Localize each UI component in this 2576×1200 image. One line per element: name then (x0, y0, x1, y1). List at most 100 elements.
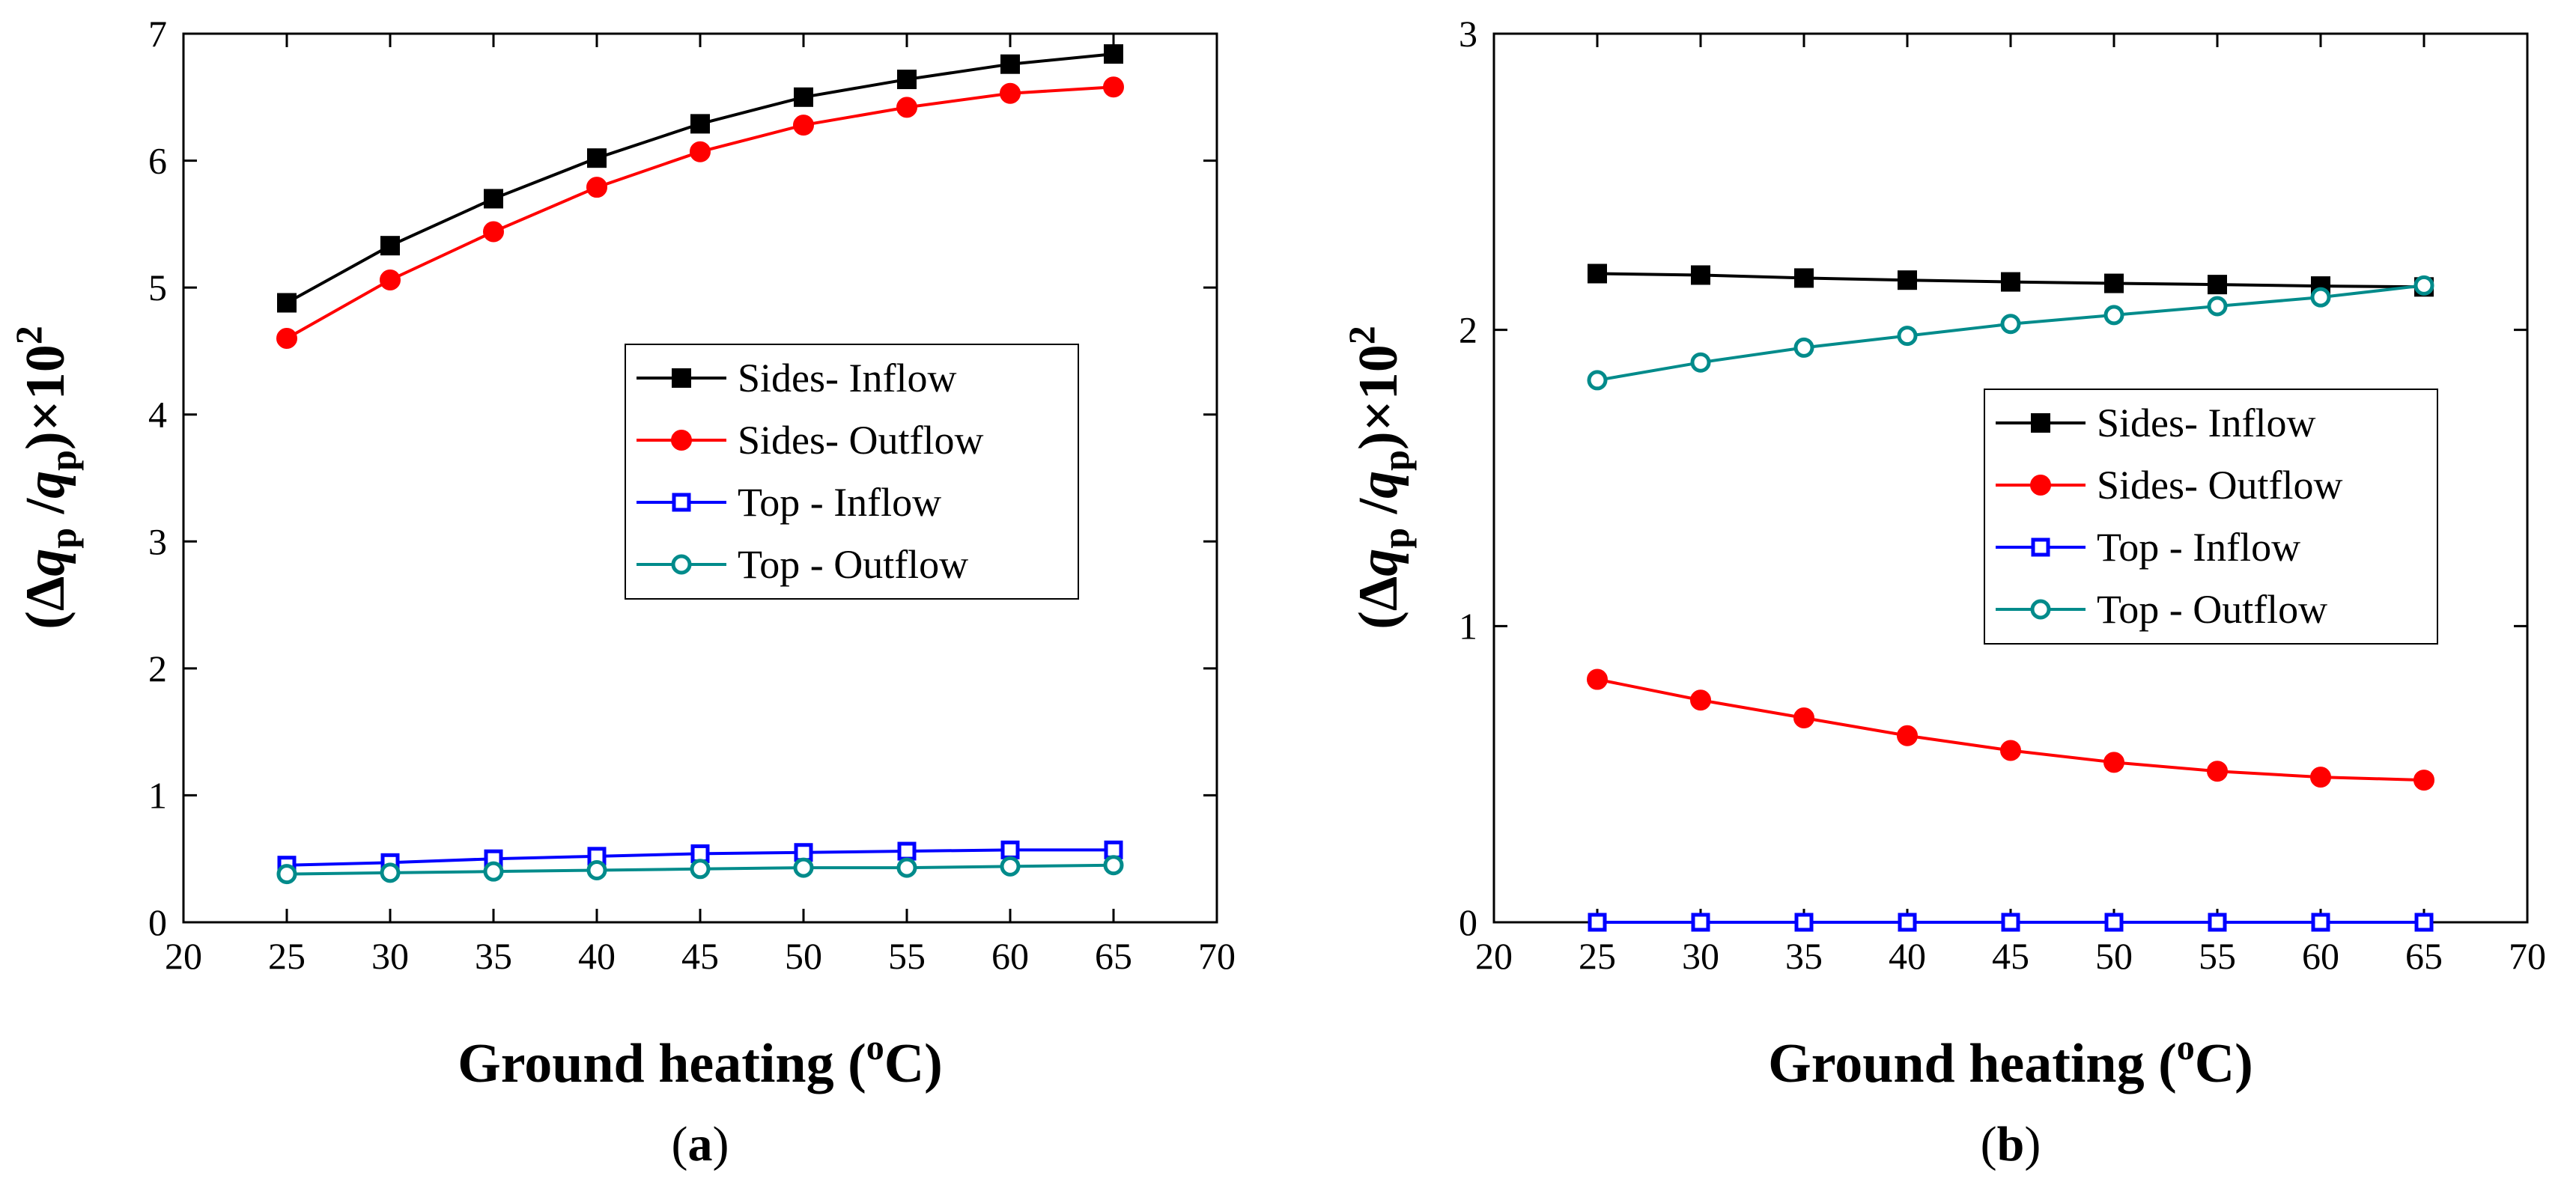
data-point (276, 864, 297, 885)
y-tick-label: 0 (148, 901, 167, 943)
x-tick-label: 20 (1475, 935, 1513, 977)
y-tick-label: 1 (148, 774, 167, 816)
legend-label: Sides- Outflow (738, 418, 983, 463)
data-point (793, 115, 814, 136)
legend-item: Top - Inflow (637, 480, 941, 525)
data-point (380, 236, 400, 256)
legend-marker (2030, 475, 2051, 496)
y-tick-label: 2 (148, 648, 167, 689)
legend-item: Sides- Outflow (637, 418, 983, 463)
data-point (896, 97, 917, 118)
series-1 (1587, 668, 2434, 791)
data-point (896, 857, 917, 878)
data-point (690, 859, 711, 880)
x-tick-label: 45 (1992, 935, 2029, 977)
x-tick-label: 60 (2302, 935, 2339, 977)
data-point (690, 141, 711, 162)
x-tick-label: 30 (1682, 935, 1719, 977)
y-tick-label: 2 (1459, 309, 1477, 351)
data-point (2104, 913, 2124, 932)
y-tick-label: 3 (148, 520, 167, 562)
legend-item: Sides- Inflow (637, 356, 956, 400)
data-point (1898, 270, 1917, 290)
data-point (1000, 856, 1021, 877)
data-point (2207, 296, 2228, 317)
data-point (1588, 264, 1607, 284)
y-axis-title: (Δqp /qp)×102 (7, 326, 84, 630)
legend-label: Top - Outflow (738, 542, 968, 587)
data-point (2001, 913, 2020, 932)
x-tick-label: 30 (371, 935, 409, 977)
legend-marker (2030, 599, 2051, 620)
x-tick-label: 70 (2509, 935, 2546, 977)
x-tick-label: 20 (165, 935, 202, 977)
data-point (1691, 265, 1710, 285)
data-point (380, 862, 401, 883)
legend-item: Top - Outflow (1996, 587, 2327, 632)
data-point (1793, 707, 1814, 728)
panel-label: (a) (672, 1117, 729, 1172)
data-point (1000, 54, 1020, 74)
x-axis-title: Ground heating (oC) (1768, 1028, 2253, 1094)
y-tick-label: 3 (1459, 13, 1477, 55)
data-point (2208, 913, 2227, 932)
data-point (276, 327, 297, 349)
data-point (690, 114, 710, 134)
y-tick-label: 1 (1459, 605, 1477, 647)
data-point (1691, 913, 1710, 932)
legend-box (625, 344, 1079, 600)
legend-marker (671, 430, 692, 451)
x-tick-label: 25 (268, 935, 306, 977)
data-point (1793, 337, 1814, 358)
data-point (2208, 275, 2227, 295)
data-point (1104, 44, 1123, 64)
x-tick-label: 25 (1579, 935, 1616, 977)
legend-item: Sides- Outflow (1996, 463, 2342, 508)
series-3 (276, 855, 1124, 885)
data-point (2000, 314, 2021, 335)
data-point (2311, 913, 2330, 932)
series-0 (1588, 264, 2434, 297)
legend: Sides- Inflow Sides- Outflow Top - Inflow T… (625, 344, 1079, 600)
legend-label: Sides- Inflow (738, 356, 956, 400)
legend-marker (672, 368, 691, 388)
data-point (483, 861, 504, 882)
x-tick-label: 45 (681, 935, 719, 977)
x-tick-label: 35 (475, 935, 512, 977)
legend-label: Top - Inflow (2097, 525, 2300, 570)
data-point (1587, 668, 1608, 690)
data-point (2414, 275, 2434, 296)
legend-item: Top - Inflow (1996, 525, 2300, 570)
legend-marker (671, 554, 692, 575)
data-point (1690, 352, 1711, 373)
y-axis-title: (Δqp /qp)×102 (1340, 326, 1417, 630)
data-point (2310, 767, 2331, 788)
legend-label: Top - Inflow (738, 480, 941, 525)
data-point (794, 87, 813, 107)
legend-label: Sides- Inflow (2097, 400, 2315, 445)
y-tick-label: 6 (148, 140, 167, 182)
legend-marker (2031, 537, 2050, 557)
data-point (1898, 913, 1917, 932)
legend-label: Top - Outflow (2097, 587, 2327, 632)
data-point (1897, 326, 1918, 347)
legend-item: Top - Outflow (637, 542, 968, 587)
data-point (897, 841, 917, 861)
y-tick-label: 0 (1459, 901, 1477, 943)
data-point (1587, 370, 1608, 391)
legend-marker (2031, 413, 2050, 433)
y-tick-label: 4 (148, 394, 167, 436)
x-tick-label: 50 (785, 935, 822, 977)
x-tick-label: 50 (2095, 935, 2133, 977)
data-point (1103, 76, 1124, 98)
data-point (2310, 287, 2331, 308)
panel-label: (b) (1981, 1117, 2041, 1172)
data-point (484, 189, 503, 209)
data-point (2414, 770, 2434, 791)
data-point (1000, 82, 1021, 104)
legend-box (1984, 389, 2438, 645)
x-tick-label: 60 (991, 935, 1029, 977)
data-point (1690, 689, 1711, 711)
